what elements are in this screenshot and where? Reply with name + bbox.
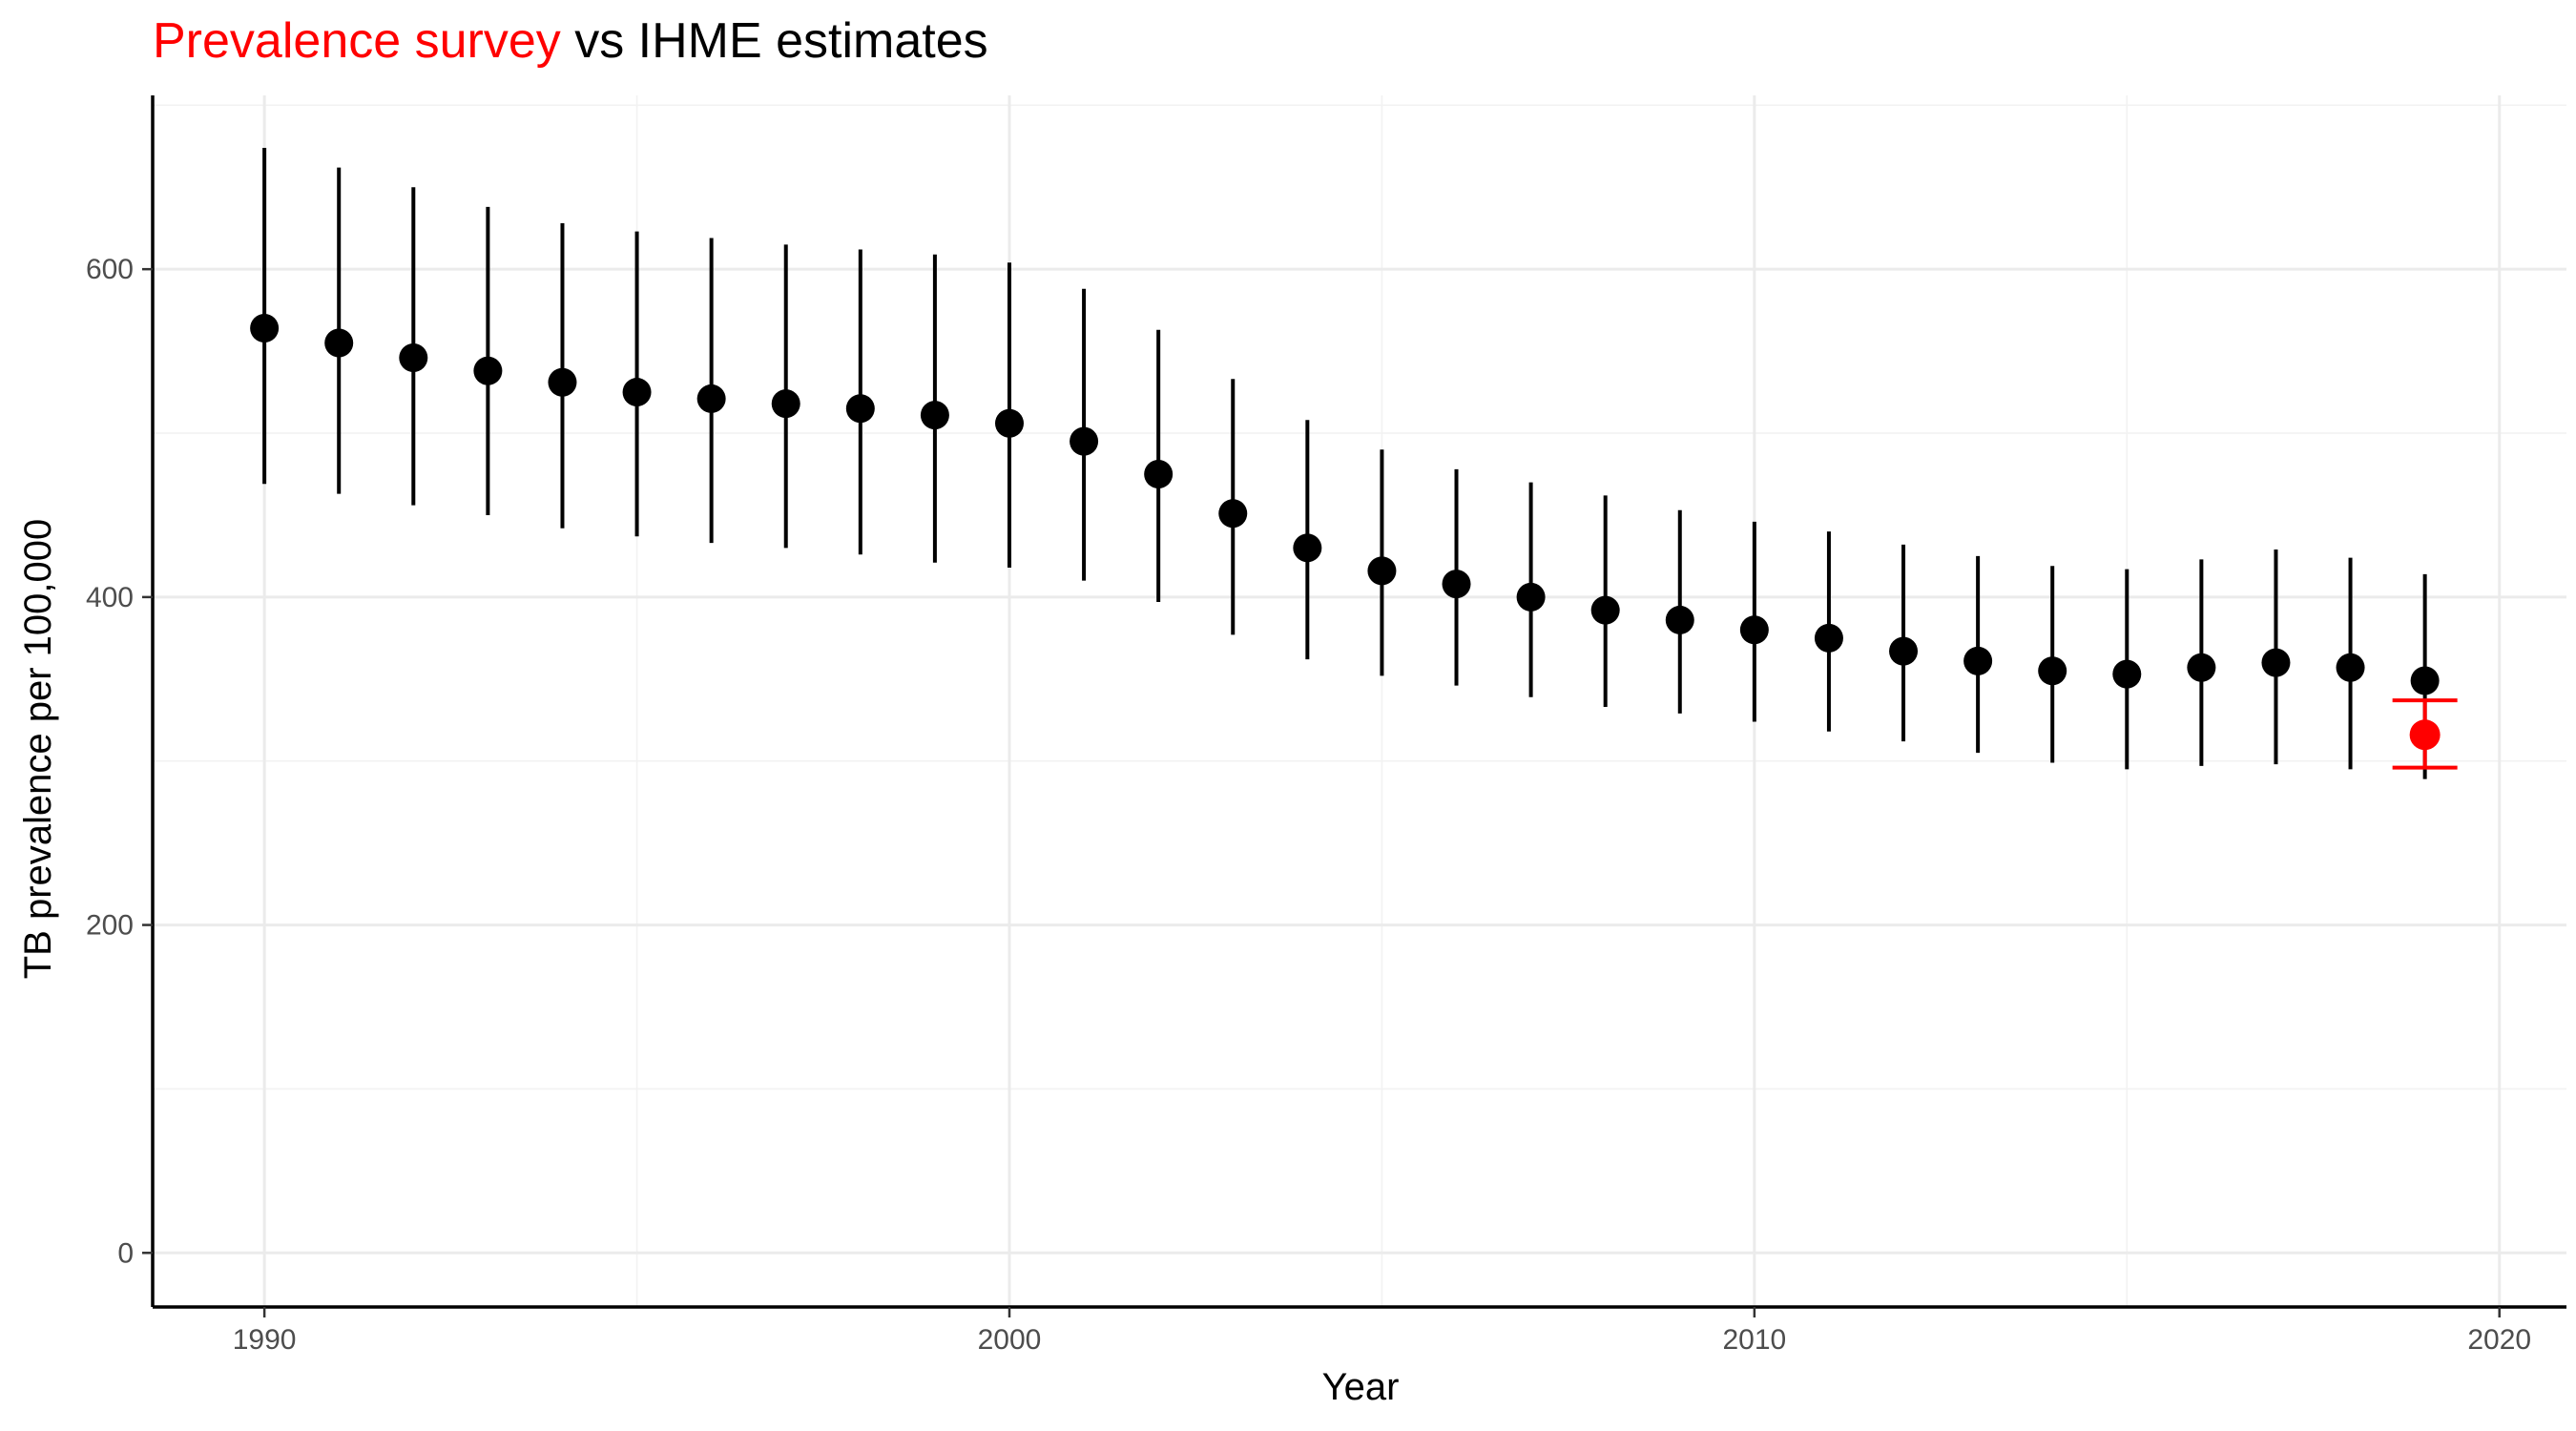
data-point — [696, 384, 726, 413]
ihme-estimate — [2112, 569, 2142, 770]
data-point — [920, 401, 949, 430]
y-tick-label: 0 — [117, 1237, 134, 1269]
data-point — [1963, 646, 1993, 675]
y-tick-label: 400 — [86, 582, 134, 613]
x-tick-label: 2020 — [2467, 1324, 2531, 1356]
data-point — [622, 378, 652, 407]
chart-title: Prevalence survey vs IHME estimates — [153, 13, 988, 69]
ihme-estimate — [1442, 468, 1471, 686]
data-point — [994, 408, 1024, 438]
x-tick-label: 2010 — [1722, 1324, 1786, 1356]
data-point — [2410, 666, 2440, 695]
ihme-estimate — [324, 167, 354, 494]
data-point — [1293, 533, 1322, 563]
title-part-0: Prevalence survey — [153, 13, 561, 69]
ihme-estimate — [1739, 521, 1769, 722]
data-point — [399, 342, 428, 372]
survey-estimate — [2392, 698, 2458, 770]
data-point — [250, 314, 280, 343]
x-tick-label: 2000 — [978, 1324, 1042, 1356]
ihme-estimate — [1144, 329, 1174, 603]
ihme-estimate — [1889, 544, 1919, 742]
data-point — [1218, 499, 1248, 529]
data-point — [2261, 648, 2291, 677]
data-point — [2187, 653, 2216, 682]
data-point — [1590, 595, 1620, 625]
ihme-estimate — [2038, 566, 2067, 763]
data-point — [473, 356, 503, 385]
data-point — [1516, 582, 1546, 612]
ihme-estimate — [473, 206, 503, 515]
ihme-estimate — [1218, 379, 1248, 635]
data-point — [1739, 615, 1769, 645]
data-point — [1070, 426, 1099, 456]
ihme-estimate — [845, 249, 875, 555]
ihme-estimate — [1814, 531, 1843, 732]
ihme-estimate — [2261, 550, 2291, 765]
x-axis: 1990 2000 2010 2020 — [153, 1305, 2566, 1356]
data-point — [1889, 636, 1919, 666]
y-tick-label: 600 — [86, 254, 134, 285]
ihme-estimate — [1963, 555, 1993, 754]
ihme-estimate — [1293, 420, 1322, 660]
title-part-1: vs IHME estimates — [561, 13, 988, 69]
x-tick-label: 1990 — [233, 1324, 297, 1356]
ihme-estimate — [920, 254, 949, 563]
ihme-estimate — [2336, 557, 2365, 770]
ihme-estimate — [1070, 288, 1099, 581]
ihme-estimate — [994, 262, 1024, 568]
data-point — [1442, 570, 1471, 599]
data-point — [2336, 653, 2365, 682]
data-point — [548, 367, 577, 397]
data-point — [1367, 556, 1397, 586]
data-point — [845, 394, 875, 424]
x-axis-title: Year — [1322, 1366, 1400, 1408]
y-axis: 0 200 400 600 — [86, 95, 155, 1307]
data-point — [2038, 656, 2067, 686]
ihme-estimate — [399, 187, 428, 506]
y-axis-title: TB prevalence per 100,000 — [17, 519, 59, 980]
data-point — [2112, 659, 2142, 689]
data-point — [1814, 623, 1843, 653]
ihme-estimate — [696, 238, 726, 544]
ihme-estimate — [1590, 495, 1620, 708]
ihme-estimate — [548, 223, 577, 529]
ihme-estimate — [2187, 559, 2216, 766]
data-point — [1665, 605, 1694, 634]
ihme-estimate — [622, 231, 652, 537]
data-point — [324, 328, 354, 358]
y-tick-label: 200 — [86, 910, 134, 942]
grid — [153, 95, 2566, 1307]
ihme-estimate — [1516, 482, 1546, 697]
data-point — [1144, 459, 1174, 488]
ihme-estimate — [771, 244, 800, 549]
ihme-estimate — [1367, 449, 1397, 676]
ihme-estimate — [250, 147, 280, 485]
data-point — [771, 389, 800, 419]
data-point — [2409, 719, 2441, 751]
plot-marks — [250, 147, 2458, 779]
ihme-estimate — [1665, 509, 1694, 714]
